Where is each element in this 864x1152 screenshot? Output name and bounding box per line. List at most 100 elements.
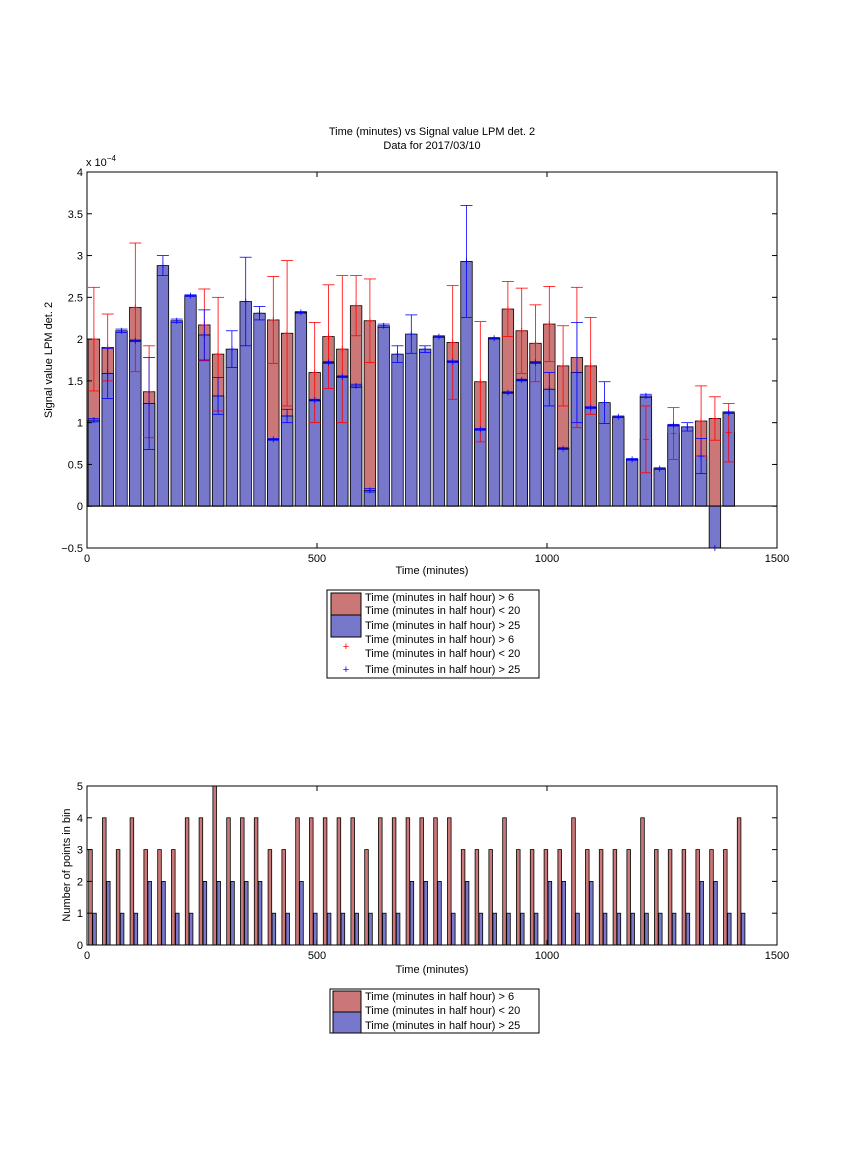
y-tick-label: −0.5 [61,543,83,555]
count-bar-blue [451,912,456,946]
x-tick-label: 0 [84,553,90,565]
y-tick-label: 4 [77,167,83,179]
bar-blue [556,448,570,507]
y-tick-label: 1.5 [68,376,83,388]
bar-blue [405,333,418,507]
count-bar-blue [423,881,428,946]
bar-blue [267,438,280,507]
count-bar-red [612,849,618,946]
count-bar-red [267,849,273,946]
y-tick-label: 4 [77,813,83,825]
bar-blue [391,353,404,507]
count-bar-red [474,849,480,946]
count-bar-red [143,849,148,946]
bar-blue [156,265,170,507]
count-bar-red [157,849,162,946]
chart1-legend-box [326,589,540,679]
count-bar-blue [409,881,415,946]
count-bar-blue [547,881,553,946]
count-bar-red [598,849,604,946]
y-tick-label: 2 [77,876,83,888]
count-bar-blue [368,912,373,946]
legend1-entry: Time (minutes in half hour) > 6 [365,634,514,646]
chart1-legend: Time (minutes in half hour) > 6 Time (mi… [326,589,540,679]
chart1-ylabel: Signal value LPM det. 2 [43,302,55,418]
count-bar-red [391,817,397,946]
count-bar-blue [147,881,152,946]
count-bar-red [405,817,411,946]
x-tick-label: 500 [308,950,326,962]
bar-blue [294,311,308,507]
count-bar-red [488,849,493,946]
legend2-entry: Time (minutes in half hour) > 25 [365,1020,520,1032]
count-bar-blue [492,912,497,946]
count-bar-blue [464,881,470,946]
bar-blue [225,348,239,507]
legend1-marker-blue: + [343,664,349,676]
count-bar-blue [727,912,732,946]
y-tick-label: 5 [77,781,83,793]
count-bar-red [640,817,645,946]
chart2-ticks: 0 500 1000 1500 0 1 2 3 4 5 [77,781,789,962]
chart1-subtitle: Data for 2017/03/10 [383,140,480,152]
bar-blue [170,320,183,507]
count-bar-red [419,817,424,946]
bar-blue [377,325,390,507]
count-bar-red [695,849,700,946]
count-bar-blue [478,912,484,946]
count-bar-blue [271,912,277,946]
count-bar-blue [437,881,442,946]
y-tick-label: 0.5 [68,459,83,471]
bar-blue [708,505,722,549]
count-bar-red [502,817,507,946]
count-bar-red [350,817,355,946]
legend2-swatch-red [332,990,362,1013]
x-tick-label: 0 [84,950,90,962]
count-bar-red [115,849,121,946]
count-bar-blue [740,912,746,946]
bar-blue [487,337,501,507]
chart1-bars [87,261,735,549]
count-bar-red [667,849,673,946]
count-bar-blue [713,881,718,946]
count-bar-blue [92,912,97,946]
legend2-swatch-blue [332,1011,362,1034]
count-bar-blue [299,881,304,946]
bar-blue [612,416,625,507]
count-bar-blue [326,912,332,946]
count-bar-blue [630,912,635,946]
count-bar-blue [175,912,180,946]
count-bar-blue [589,881,594,946]
bar-blue [115,330,128,507]
bar-blue [653,468,666,507]
chart2-axes-box [86,785,778,946]
count-bar-red [309,817,314,946]
legend1-entry: Time (minutes in half hour) < 20 [365,605,520,617]
count-bar-blue [202,881,208,946]
bar-blue [432,336,446,507]
chart2-legend-box [329,988,540,1034]
x-tick-label: 1500 [765,553,789,565]
bar-blue [349,385,363,507]
count-bar-red [571,817,576,946]
bar-blue [418,348,432,507]
count-bar-red [681,849,687,946]
count-bar-red [585,849,590,946]
count-bar-red [626,849,631,946]
y-tick-label: 0 [77,940,83,952]
count-bar-blue [354,912,359,946]
bar-blue [280,415,294,507]
count-bar-blue [382,912,387,946]
x-tick-label: 1000 [535,553,559,565]
count-bar-blue [671,912,677,946]
count-bar-blue [119,912,125,946]
bar-blue [625,459,639,507]
y-tick-label: 1 [77,908,83,920]
count-bar-blue [216,881,221,946]
count-bar-blue [340,912,346,946]
y-tick-label: 3.5 [68,209,83,221]
x-tick-label: 500 [308,553,326,565]
count-bar-blue [658,912,663,946]
chart1-xlabel: Time (minutes) [396,565,469,577]
chart1: Time (minutes) vs Signal value LPM det. … [43,126,789,679]
